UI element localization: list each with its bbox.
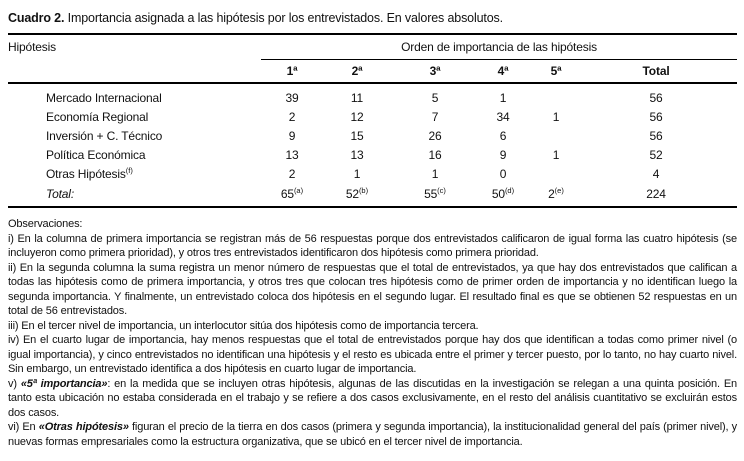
total-value: 2 [548, 187, 555, 201]
col-header-1a: 1ª [261, 59, 323, 84]
table-cell: 6 [499, 128, 507, 143]
footnote-mark-e: (e) [554, 186, 564, 195]
col-header-3a: 3ª [391, 59, 479, 84]
table-cell: 1 [431, 166, 439, 181]
table-cell-total: 4 [652, 166, 660, 181]
table-cell: 5 [431, 90, 439, 105]
total-cell: 65(a) [261, 183, 323, 207]
table-caption: Cuadro 2. Importancia asignada a las hip… [8, 11, 737, 25]
table-cell: 26 [428, 128, 442, 143]
table-cell: 1 [552, 147, 560, 162]
table-cell-total: 56 [649, 128, 663, 143]
observation-item-iv: iv) En el cuarto lugar de importancia, h… [8, 334, 737, 375]
row-label: Otras Hipótesis(f) [8, 164, 261, 183]
table-row: Mercado Internacional 39 11 5 1 56 [8, 83, 737, 107]
table-cell: 12 [350, 109, 364, 124]
table-cell: 2 [288, 109, 296, 124]
hypothesis-column-header: Hipótesis [8, 40, 57, 55]
observation-text: : en la medida que se incluyen otras hip… [8, 377, 737, 419]
row-label: Inversión + C. Técnico [46, 128, 163, 143]
observation-emphasis: «Otras hipótesis» [38, 421, 129, 433]
row-label-footnote-mark: (f) [125, 166, 133, 175]
table-cell [527, 83, 585, 107]
table-column-headers-row: 1ª 2ª 3ª 4ª 5ª Total [8, 59, 738, 84]
col-header-5a: 5ª [527, 59, 585, 84]
footnote-mark-b: (b) [358, 186, 369, 195]
table-cell-total: 56 [649, 109, 663, 124]
table-group-header-row: Hipótesis Orden de importancia de las hi… [8, 34, 738, 60]
observation-prefix: v) [8, 377, 21, 390]
table-cell: 11 [350, 90, 364, 105]
table-cell: 39 [285, 90, 299, 105]
table-caption-number: Cuadro 2. [8, 11, 65, 25]
observation-item-vi: vi) En «Otras hipótesis» figuran el prec… [8, 420, 737, 449]
total-row-label: Total: [46, 186, 75, 201]
total-value: 52 [345, 187, 359, 201]
observation-item-v: v) «5ª importancia»: en la medida que se… [8, 377, 737, 421]
total-value: 50 [491, 187, 505, 201]
table-cell: 1 [552, 109, 560, 124]
observation-item-iii: iii) En el tercer nivel de importancia, … [8, 319, 479, 332]
table-cell: 16 [428, 147, 442, 162]
table-row: Otras Hipótesis(f) 2 1 1 0 4 [8, 164, 737, 183]
table-caption-text: Importancia asignada a las hipótesis por… [64, 11, 503, 25]
observation-prefix: vi) En [8, 421, 39, 433]
table-cell: 1 [353, 166, 361, 181]
table-cell: 9 [288, 128, 296, 143]
total-value: 55 [424, 187, 438, 201]
order-group-header: Orden de importancia de las hipótesis [261, 34, 738, 60]
total-cell-grand: 224 [585, 183, 737, 207]
table-cell: 1 [499, 90, 507, 105]
table-cell: 13 [285, 147, 299, 162]
total-cell: 50(d) [479, 183, 527, 207]
total-value: 65 [280, 187, 294, 201]
row-label: Política Económica [46, 147, 146, 162]
col-header-2a: 2ª [323, 59, 391, 84]
observation-item-ii: ii) En la segunda columna la suma regist… [8, 261, 737, 318]
table-row: Economía Regional 2 12 7 34 1 56 [8, 107, 737, 126]
col-header-4a: 4ª [479, 59, 527, 84]
footnote-mark-c: (c) [437, 186, 446, 195]
footnote-mark-a: (a) [293, 186, 304, 195]
table-cell-total: 52 [649, 147, 663, 162]
table-cell: 7 [431, 109, 439, 124]
observations-heading: Observaciones: [8, 218, 83, 230]
table-cell [527, 126, 585, 145]
row-label: Mercado Internacional [46, 90, 162, 105]
grand-total-value: 224 [646, 186, 666, 201]
table-cell: 13 [350, 147, 364, 162]
observation-item-i: i) En la columna de primera importancia … [8, 232, 737, 260]
table-total-row: Total: 65(a) 52(b) 55(c) 50(d) 2(e) 224 [8, 183, 737, 207]
table-cell: 0 [499, 166, 507, 181]
row-label-text: Otras Hipótesis [46, 167, 126, 181]
table-row: Inversión + C. Técnico 9 15 26 6 56 [8, 126, 737, 145]
importance-table: Hipótesis Orden de importancia de las hi… [8, 33, 738, 208]
table-cell: 2 [288, 166, 296, 181]
table-row: Política Económica 13 13 16 9 1 52 [8, 145, 737, 164]
observation-text: figuran el precio de la tierra en dos ca… [8, 421, 738, 448]
empty-header-cell [8, 59, 261, 84]
observation-emphasis: «5ª importancia» [20, 377, 108, 390]
table-cell: 9 [499, 147, 507, 162]
total-cell: 52(b) [323, 183, 391, 207]
table-cell [527, 164, 585, 183]
col-header-total: Total [585, 59, 738, 84]
table-cell-total: 56 [649, 90, 663, 105]
row-label: Economía Regional [46, 109, 149, 124]
table-cell: 34 [496, 109, 510, 124]
observations-section: Observaciones: i) En la columna de prime… [8, 217, 737, 449]
total-cell: 55(c) [391, 183, 479, 207]
table-cell: 15 [350, 128, 364, 143]
total-cell: 2(e) [527, 183, 585, 207]
footnote-mark-d: (d) [504, 186, 515, 195]
